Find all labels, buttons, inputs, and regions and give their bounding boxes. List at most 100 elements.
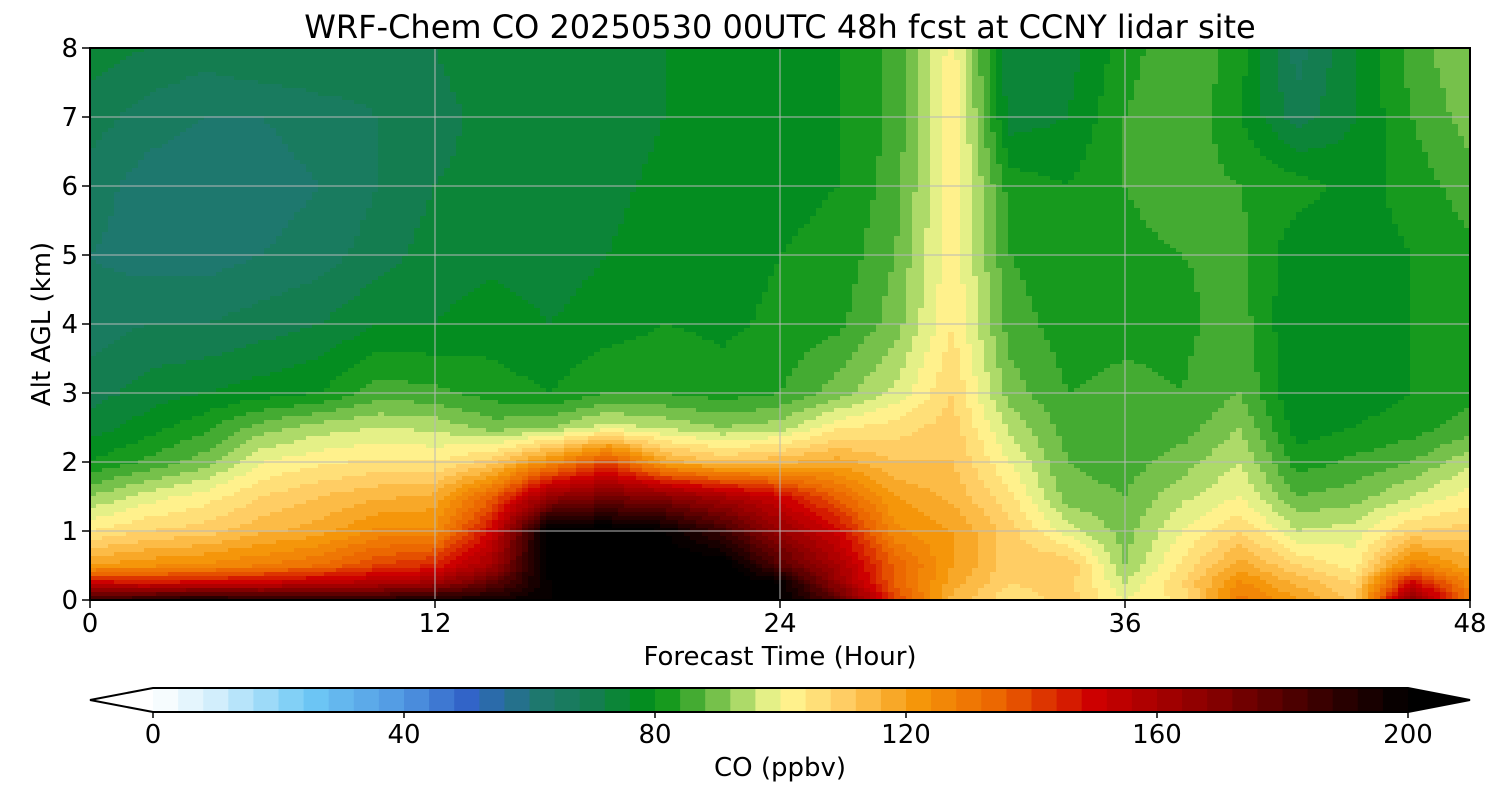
heatmap-cell xyxy=(684,68,691,73)
heatmap-cell xyxy=(990,112,997,117)
heatmap-cell xyxy=(90,116,97,121)
heatmap-cell xyxy=(228,104,235,109)
heatmap-cell xyxy=(228,132,235,137)
heatmap-cell xyxy=(846,64,853,69)
heatmap-cell xyxy=(840,120,847,125)
heatmap-cell xyxy=(870,96,877,101)
heatmap-cell xyxy=(492,100,499,105)
heatmap-cell xyxy=(1146,120,1153,125)
heatmap-cell xyxy=(252,96,259,101)
heatmap-cell xyxy=(1404,100,1411,105)
heatmap-cell xyxy=(396,80,403,85)
heatmap-cell xyxy=(684,64,691,69)
heatmap-cell xyxy=(1170,80,1177,85)
heatmap-cell xyxy=(1158,88,1165,93)
heatmap-cell xyxy=(954,108,961,113)
heatmap-cell xyxy=(1074,116,1081,121)
heatmap-cell xyxy=(498,116,505,121)
heatmap-cell xyxy=(1272,100,1279,105)
heatmap-cell xyxy=(1404,48,1411,53)
heatmap-cell xyxy=(666,56,673,61)
heatmap-cell xyxy=(192,52,199,57)
heatmap-cell xyxy=(834,56,841,61)
heatmap-cell xyxy=(600,124,607,129)
heatmap-cell xyxy=(1356,56,1363,61)
heatmap-cell xyxy=(1002,96,1009,101)
heatmap-cell xyxy=(1182,56,1189,61)
heatmap-cell xyxy=(906,64,913,69)
heatmap-cell xyxy=(1410,120,1417,125)
heatmap-cell xyxy=(1422,84,1429,89)
heatmap-cell xyxy=(768,120,775,125)
heatmap-cell xyxy=(564,52,571,57)
heatmap-cell xyxy=(1320,116,1327,121)
heatmap-cell xyxy=(528,92,535,97)
heatmap-cell xyxy=(1272,56,1279,61)
heatmap-cell xyxy=(630,80,637,85)
heatmap-cell xyxy=(684,124,691,129)
heatmap-cell xyxy=(1314,108,1321,113)
heatmap-cell xyxy=(1086,100,1093,105)
heatmap-cell xyxy=(576,120,583,125)
heatmap-cell xyxy=(1170,108,1177,113)
heatmap-cell xyxy=(1152,68,1159,73)
heatmap-cell xyxy=(1398,72,1405,77)
heatmap-cell xyxy=(786,48,793,53)
heatmap-cell xyxy=(480,112,487,117)
heatmap-cell xyxy=(546,104,553,109)
heatmap-cell xyxy=(324,52,331,57)
heatmap-cell xyxy=(714,112,721,117)
heatmap-cell xyxy=(150,96,157,101)
heatmap-cell xyxy=(372,80,379,85)
heatmap-cell xyxy=(1416,84,1423,89)
heatmap-cell xyxy=(1254,96,1261,101)
heatmap-cell xyxy=(540,64,547,69)
heatmap-cell xyxy=(1440,60,1447,65)
heatmap-cell xyxy=(1452,108,1459,113)
heatmap-cell xyxy=(1212,72,1219,77)
heatmap-cell xyxy=(1416,68,1423,73)
heatmap-cell xyxy=(762,116,769,121)
heatmap-cell xyxy=(570,52,577,57)
heatmap-cell xyxy=(270,124,277,129)
heatmap-cell xyxy=(858,52,865,57)
heatmap-cell xyxy=(1188,56,1195,61)
heatmap-cell xyxy=(1380,84,1387,89)
heatmap-cell xyxy=(444,68,451,73)
heatmap-cell xyxy=(1224,52,1231,57)
heatmap-cell xyxy=(270,48,277,53)
heatmap-cell xyxy=(954,64,961,69)
heatmap-cell xyxy=(1080,60,1087,65)
heatmap-cell xyxy=(1284,96,1291,101)
heatmap-cell xyxy=(390,100,397,105)
heatmap-cell xyxy=(486,52,493,57)
heatmap-cell xyxy=(660,96,667,101)
heatmap-cell xyxy=(756,84,763,89)
heatmap-cell xyxy=(756,80,763,85)
heatmap-cell xyxy=(996,108,1003,113)
heatmap-cell xyxy=(984,124,991,129)
heatmap-cell xyxy=(456,120,463,125)
heatmap-cell xyxy=(1416,64,1423,69)
heatmap-cell xyxy=(1368,80,1375,85)
heatmap-cell xyxy=(1392,80,1399,85)
heatmap-cell xyxy=(306,88,313,93)
heatmap-cell xyxy=(804,56,811,61)
heatmap-cell xyxy=(1032,104,1039,109)
heatmap-cell xyxy=(102,116,109,121)
heatmap-cell xyxy=(1110,112,1117,117)
heatmap-cell xyxy=(696,132,703,137)
heatmap-cell xyxy=(1266,108,1273,113)
heatmap-cell xyxy=(1398,84,1405,89)
heatmap-cell xyxy=(234,100,241,105)
heatmap-cell xyxy=(666,132,673,137)
heatmap-cell xyxy=(858,92,865,97)
heatmap-cell xyxy=(726,132,733,137)
heatmap-cell xyxy=(1320,100,1327,105)
heatmap-cell xyxy=(108,104,115,109)
heatmap-cell xyxy=(1062,80,1069,85)
heatmap-cell xyxy=(492,84,499,89)
heatmap-cell xyxy=(1050,104,1057,109)
heatmap-cell xyxy=(1374,72,1381,77)
heatmap-cell xyxy=(192,104,199,109)
